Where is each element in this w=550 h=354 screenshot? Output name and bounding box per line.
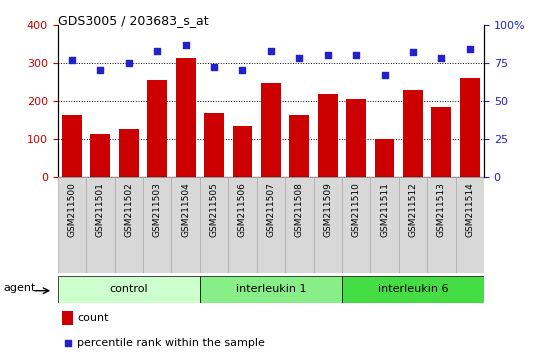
Bar: [285, 177, 314, 273]
Bar: [431, 107, 452, 177]
Bar: [86, 177, 114, 273]
Text: agent: agent: [3, 283, 35, 293]
Bar: [318, 94, 338, 177]
Bar: [147, 80, 167, 177]
Text: GSM211500: GSM211500: [68, 182, 76, 237]
Point: [323, 52, 332, 58]
Bar: [403, 90, 423, 177]
Point: [68, 57, 76, 63]
Bar: [261, 82, 281, 177]
Text: GSM211501: GSM211501: [96, 182, 105, 237]
Bar: [172, 177, 200, 273]
Bar: [62, 312, 73, 325]
Text: GSM211502: GSM211502: [124, 182, 133, 236]
Point: [295, 56, 304, 61]
Point: [124, 60, 133, 66]
Text: count: count: [77, 313, 108, 323]
Text: GSM211511: GSM211511: [380, 182, 389, 237]
Point: [266, 48, 275, 53]
Bar: [200, 177, 228, 273]
Bar: [114, 177, 143, 273]
Bar: [58, 177, 86, 273]
Bar: [342, 276, 484, 303]
Bar: [460, 78, 480, 177]
Bar: [143, 177, 172, 273]
Bar: [346, 99, 366, 177]
Bar: [399, 177, 427, 273]
Point: [380, 72, 389, 78]
Point: [437, 56, 446, 61]
Point: [465, 46, 474, 52]
Text: GSM211509: GSM211509: [323, 182, 332, 237]
Bar: [90, 134, 111, 177]
Text: GSM211513: GSM211513: [437, 182, 446, 237]
Point: [210, 64, 218, 70]
Point: [182, 42, 190, 47]
Text: GSM211508: GSM211508: [295, 182, 304, 237]
Text: GDS3005 / 203683_s_at: GDS3005 / 203683_s_at: [58, 14, 208, 27]
Point: [63, 340, 72, 346]
Bar: [370, 177, 399, 273]
Bar: [257, 177, 285, 273]
Text: control: control: [109, 284, 148, 295]
Bar: [62, 115, 82, 177]
Text: GSM211510: GSM211510: [351, 182, 361, 237]
Text: interleukin 1: interleukin 1: [235, 284, 306, 295]
Bar: [427, 177, 455, 273]
Point: [409, 49, 417, 55]
Text: percentile rank within the sample: percentile rank within the sample: [77, 338, 265, 348]
Text: GSM211507: GSM211507: [266, 182, 276, 237]
Point: [96, 68, 104, 73]
Bar: [228, 177, 257, 273]
Text: GSM211514: GSM211514: [465, 182, 474, 236]
Bar: [342, 177, 370, 273]
Point: [153, 48, 162, 53]
Point: [238, 68, 247, 73]
Text: GSM211512: GSM211512: [409, 182, 417, 236]
Text: interleukin 6: interleukin 6: [378, 284, 448, 295]
Point: [352, 52, 361, 58]
Text: GSM211505: GSM211505: [210, 182, 218, 237]
Bar: [119, 129, 139, 177]
Bar: [233, 126, 252, 177]
Bar: [375, 139, 394, 177]
Bar: [200, 276, 342, 303]
Text: GSM211506: GSM211506: [238, 182, 247, 237]
Bar: [58, 276, 200, 303]
Bar: [204, 113, 224, 177]
Bar: [455, 177, 484, 273]
Bar: [289, 115, 309, 177]
Text: GSM211504: GSM211504: [181, 182, 190, 236]
Bar: [314, 177, 342, 273]
Text: GSM211503: GSM211503: [153, 182, 162, 237]
Bar: [175, 58, 196, 177]
